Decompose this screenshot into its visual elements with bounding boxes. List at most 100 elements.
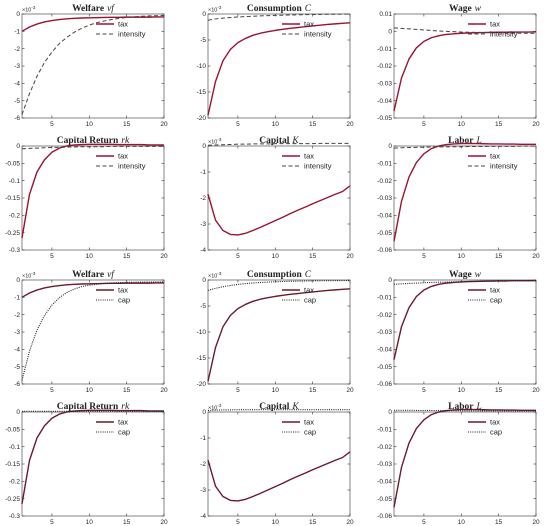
y-tick-label: -0.01 [377, 161, 392, 168]
legend-label-cap: cap [118, 428, 130, 437]
x-tick-label: 20 [160, 387, 168, 394]
panel-7: Consumption C -20 -15 -10 -5 0 5 10 15 20 ×10-3 taxc… [197, 270, 354, 394]
panel-title: Capital K [259, 136, 299, 146]
panel-title: Welfare vf [72, 3, 115, 14]
y-tick-label: -0.06 [377, 247, 392, 254]
title-symbol: K [291, 136, 299, 146]
legend-label-tax: tax [118, 20, 128, 29]
y-exponent: ×10-3 [208, 271, 222, 280]
y-tick-label: 0 [16, 409, 20, 416]
series-line-tax [207, 22, 351, 116]
title-text: Capital Return [57, 136, 119, 146]
series-line-intensity [207, 13, 351, 21]
title-text: Labor [448, 136, 474, 146]
y-tick-label: -0.02 [377, 444, 392, 451]
y-tick-label: 0 [202, 409, 206, 416]
series-line-tax [207, 185, 351, 236]
series-line-cap [394, 409, 536, 412]
exponent-base: ×10 [22, 8, 31, 14]
series-line-cap [207, 279, 351, 291]
legend-label-cap: cap [118, 296, 130, 305]
x-tick-label: 20 [346, 121, 354, 128]
x-tick-label: 15 [495, 387, 503, 394]
legend-label-intensity: intensity [304, 162, 332, 171]
plot-frame [393, 279, 537, 385]
title-text: Consumption [247, 4, 303, 14]
y-tick-label: -0.1 [9, 444, 21, 451]
x-tick-label: 20 [160, 253, 168, 260]
x-tick-label: 10 [458, 519, 466, 526]
panel-title: Wage w [449, 270, 482, 280]
exponent-base: ×10 [208, 8, 217, 14]
y-tick-label: 0 [202, 11, 206, 18]
x-tick-label: 5 [236, 519, 240, 526]
exponent-power: -3 [217, 137, 221, 142]
y-tick-label: -6 [14, 115, 20, 122]
y-tick-label: -0.03 [377, 461, 392, 468]
series-line-tax [207, 451, 351, 502]
y-tick-label: -5 [200, 37, 206, 44]
y-tick-label: -6 [14, 381, 20, 388]
x-tick-label: 5 [422, 121, 426, 128]
x-tick-label: 5 [422, 519, 426, 526]
y-tick-label: -3 [200, 487, 206, 494]
y-tick-label: -0.01 [377, 427, 392, 434]
y-tick-label: -15 [197, 89, 207, 96]
legend-label-tax: tax [118, 286, 128, 295]
title-text: Consumption [247, 270, 303, 280]
y-tick-label: -0.02 [377, 312, 392, 319]
panel-title: Labor L [448, 136, 482, 146]
y-tick-label: 0 [388, 143, 392, 150]
series-line-cap [207, 409, 350, 411]
y-tick-label: 0 [16, 11, 20, 18]
x-tick-label: 5 [422, 387, 426, 394]
panel-1: Consumption C -20 -15 -10 -5 0 5 10 15 20 ×10-3 taxi… [197, 4, 354, 128]
series-line-intensity [393, 145, 536, 149]
title-symbol: C [305, 270, 312, 280]
legend-label-intensity: intensity [118, 30, 146, 39]
x-tick-label: 20 [346, 253, 354, 260]
series-line-cap [393, 280, 537, 285]
y-tick-label: 0 [202, 277, 206, 284]
series-line-tax [21, 143, 164, 238]
x-tick-label: 10 [86, 387, 94, 394]
y-tick-label: -0.25 [5, 230, 20, 237]
x-tick-label: 15 [123, 253, 131, 260]
legend-label-tax: tax [304, 20, 314, 29]
y-tick-label: -3 [200, 221, 206, 228]
series-line-tax [207, 288, 351, 382]
title-symbol: vf [107, 269, 115, 280]
y-exponent: ×10-3 [208, 5, 222, 14]
x-tick-label: 10 [458, 121, 466, 128]
exponent-base: ×10 [208, 406, 217, 412]
x-tick-label: 15 [123, 121, 131, 128]
y-tick-label: 0.01 [379, 11, 392, 18]
y-exponent: ×10-3 [208, 403, 222, 412]
y-exponent: ×10-3 [208, 137, 222, 146]
y-tick-label: -0.03 [377, 81, 392, 88]
y-tick-label: -20 [197, 381, 207, 388]
y-tick-label: -5 [14, 364, 20, 371]
title-symbol: w [475, 4, 482, 14]
x-tick-label: 5 [236, 387, 240, 394]
series-line-tax [21, 16, 164, 32]
y-tick-label: -4 [14, 347, 20, 354]
panel-title: Consumption C [247, 270, 312, 280]
title-text: Wage [449, 270, 472, 280]
plot-frame [393, 411, 537, 517]
y-tick-label: 0 [388, 277, 392, 284]
y-tick-label: -0.02 [377, 178, 392, 185]
x-tick-label: 5 [236, 253, 240, 260]
panel-3: Capital Return rk -0.3 -0.25 -0.2 -0.15 -0.1 -0… [5, 136, 168, 260]
y-tick-label: -0.3 [9, 513, 21, 520]
exponent-power: -3 [217, 403, 221, 408]
title-text: Welfare [72, 270, 104, 280]
y-tick-label: -0.03 [377, 195, 392, 202]
y-tick-label: 0 [16, 143, 20, 150]
x-tick-label: 5 [50, 387, 54, 394]
x-tick-label: 15 [495, 253, 503, 260]
y-tick-label: -0.01 [377, 295, 392, 302]
title-symbol: K [291, 402, 299, 412]
